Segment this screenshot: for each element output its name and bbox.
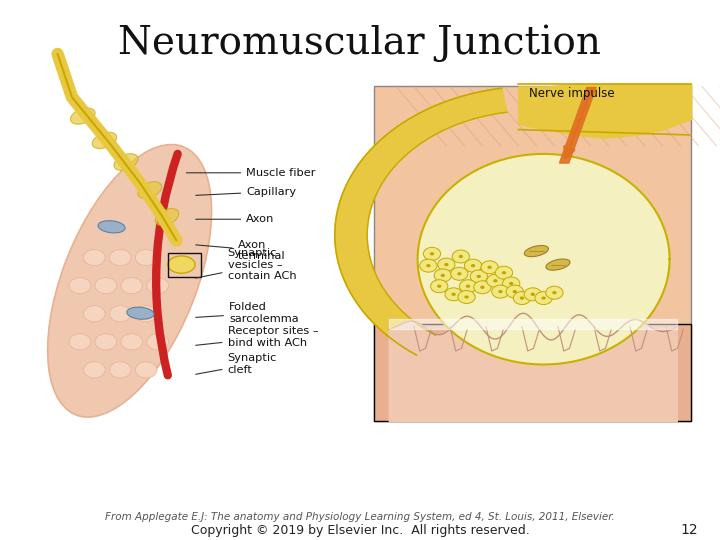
Circle shape — [451, 293, 456, 296]
Circle shape — [451, 267, 468, 280]
Circle shape — [84, 306, 105, 322]
Text: Axon: Axon — [196, 214, 274, 224]
Circle shape — [84, 362, 105, 378]
Circle shape — [531, 293, 535, 296]
Circle shape — [135, 306, 157, 322]
Circle shape — [434, 269, 451, 282]
Circle shape — [498, 290, 503, 293]
Circle shape — [457, 272, 462, 275]
Circle shape — [69, 278, 91, 294]
Circle shape — [95, 278, 117, 294]
Circle shape — [487, 266, 492, 269]
Circle shape — [546, 286, 563, 299]
Circle shape — [430, 252, 434, 255]
Circle shape — [552, 291, 557, 294]
Circle shape — [493, 279, 498, 282]
Ellipse shape — [524, 246, 549, 256]
Ellipse shape — [546, 259, 570, 270]
Polygon shape — [335, 88, 507, 355]
Circle shape — [135, 362, 157, 378]
Ellipse shape — [138, 181, 162, 199]
Ellipse shape — [114, 154, 138, 170]
Text: Synaptic
vesicles –
contain ACh: Synaptic vesicles – contain ACh — [196, 248, 296, 281]
Circle shape — [423, 247, 441, 260]
Circle shape — [459, 280, 477, 293]
Circle shape — [441, 274, 445, 277]
Circle shape — [474, 281, 491, 294]
Circle shape — [84, 249, 105, 266]
Text: Copyright © 2019 by Elsevier Inc.  All rights reserved.: Copyright © 2019 by Elsevier Inc. All ri… — [191, 524, 529, 537]
Circle shape — [464, 295, 469, 299]
Circle shape — [506, 285, 523, 298]
FancyArrowPatch shape — [564, 90, 591, 158]
Text: Neuromuscular Junction: Neuromuscular Junction — [119, 24, 601, 62]
Circle shape — [480, 286, 485, 289]
Ellipse shape — [98, 221, 125, 233]
Circle shape — [431, 280, 448, 293]
Ellipse shape — [48, 145, 212, 417]
Circle shape — [520, 296, 524, 300]
FancyBboxPatch shape — [374, 86, 691, 421]
Ellipse shape — [127, 307, 154, 319]
Text: Muscle fiber: Muscle fiber — [186, 168, 316, 178]
FancyBboxPatch shape — [374, 324, 691, 421]
FancyArrowPatch shape — [156, 154, 178, 375]
Circle shape — [109, 362, 131, 378]
Circle shape — [487, 274, 504, 287]
Text: From Applegate E.J: The anatomy and Physiology Learning System, ed 4, St. Louis,: From Applegate E.J: The anatomy and Phys… — [105, 512, 615, 522]
Text: Nerve impulse: Nerve impulse — [529, 87, 615, 100]
Circle shape — [445, 288, 462, 301]
Ellipse shape — [168, 256, 195, 273]
Circle shape — [481, 261, 498, 274]
Circle shape — [535, 292, 552, 305]
Circle shape — [464, 259, 482, 272]
Circle shape — [513, 292, 531, 305]
Circle shape — [492, 285, 509, 298]
Circle shape — [541, 296, 546, 300]
Circle shape — [69, 334, 91, 350]
Circle shape — [503, 277, 520, 290]
Ellipse shape — [156, 208, 179, 226]
Circle shape — [495, 266, 513, 279]
Circle shape — [459, 255, 463, 258]
Circle shape — [121, 278, 143, 294]
Circle shape — [420, 259, 437, 272]
Text: 12: 12 — [681, 523, 698, 537]
Circle shape — [438, 258, 455, 271]
Circle shape — [513, 290, 517, 293]
Circle shape — [452, 250, 469, 263]
Circle shape — [426, 264, 431, 267]
Circle shape — [470, 270, 487, 283]
Text: Capillary: Capillary — [196, 187, 297, 197]
Text: Folded
sarcolemma: Folded sarcolemma — [196, 302, 299, 324]
Circle shape — [444, 263, 449, 266]
Circle shape — [95, 334, 117, 350]
Circle shape — [109, 249, 131, 266]
Circle shape — [471, 264, 475, 267]
Circle shape — [109, 306, 131, 322]
Circle shape — [509, 282, 513, 285]
Circle shape — [147, 334, 168, 350]
Ellipse shape — [92, 132, 117, 149]
Circle shape — [121, 334, 143, 350]
Ellipse shape — [71, 108, 95, 124]
Circle shape — [458, 291, 475, 303]
Circle shape — [502, 271, 506, 274]
Circle shape — [437, 285, 441, 288]
Text: Synaptic
cleft: Synaptic cleft — [196, 353, 277, 375]
Circle shape — [466, 285, 470, 288]
Polygon shape — [418, 154, 670, 364]
Circle shape — [477, 275, 481, 278]
Text: Receptor sites –
bind with ACh: Receptor sites – bind with ACh — [196, 326, 318, 348]
Circle shape — [524, 288, 541, 301]
Circle shape — [147, 278, 168, 294]
Text: Axon
terminal: Axon terminal — [196, 240, 285, 261]
Polygon shape — [559, 87, 596, 163]
Circle shape — [135, 249, 157, 266]
